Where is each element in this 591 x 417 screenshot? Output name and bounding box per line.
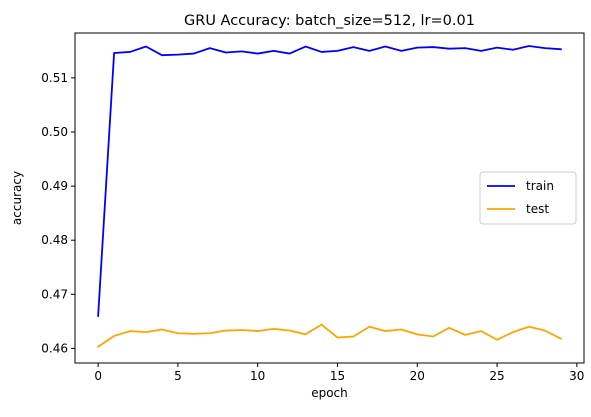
x-axis-label: epoch <box>311 386 348 400</box>
plot-frame <box>74 32 585 364</box>
plot-area <box>96 45 563 349</box>
legend: train test <box>479 171 577 225</box>
x-tick-label: 25 <box>489 369 504 383</box>
x-tick-label: 20 <box>410 369 425 383</box>
y-tick-label: 0.47 <box>41 287 68 301</box>
y-tick-label: 0.48 <box>41 233 68 247</box>
legend-label-test: test <box>526 202 549 216</box>
x-tick-label: 5 <box>174 369 182 383</box>
x-tick-label: 10 <box>250 369 265 383</box>
series-line-train <box>97 45 562 317</box>
x-tick-label: 0 <box>94 369 102 383</box>
y-tick-label: 0.50 <box>41 125 68 139</box>
legend-label-train: train <box>526 179 554 193</box>
series-line-test <box>96 323 563 349</box>
y-tick-label: 0.49 <box>41 179 68 193</box>
x-tick-label: 30 <box>569 369 584 383</box>
chart-title: GRU Accuracy: batch_size=512, lr=0.01 <box>184 13 475 29</box>
x-tick-label: 15 <box>330 369 345 383</box>
y-tick-label: 0.51 <box>41 71 68 85</box>
y-tick-label: 0.46 <box>41 341 68 355</box>
legend-box <box>479 171 577 225</box>
y-axis-label: accuracy <box>10 171 24 225</box>
